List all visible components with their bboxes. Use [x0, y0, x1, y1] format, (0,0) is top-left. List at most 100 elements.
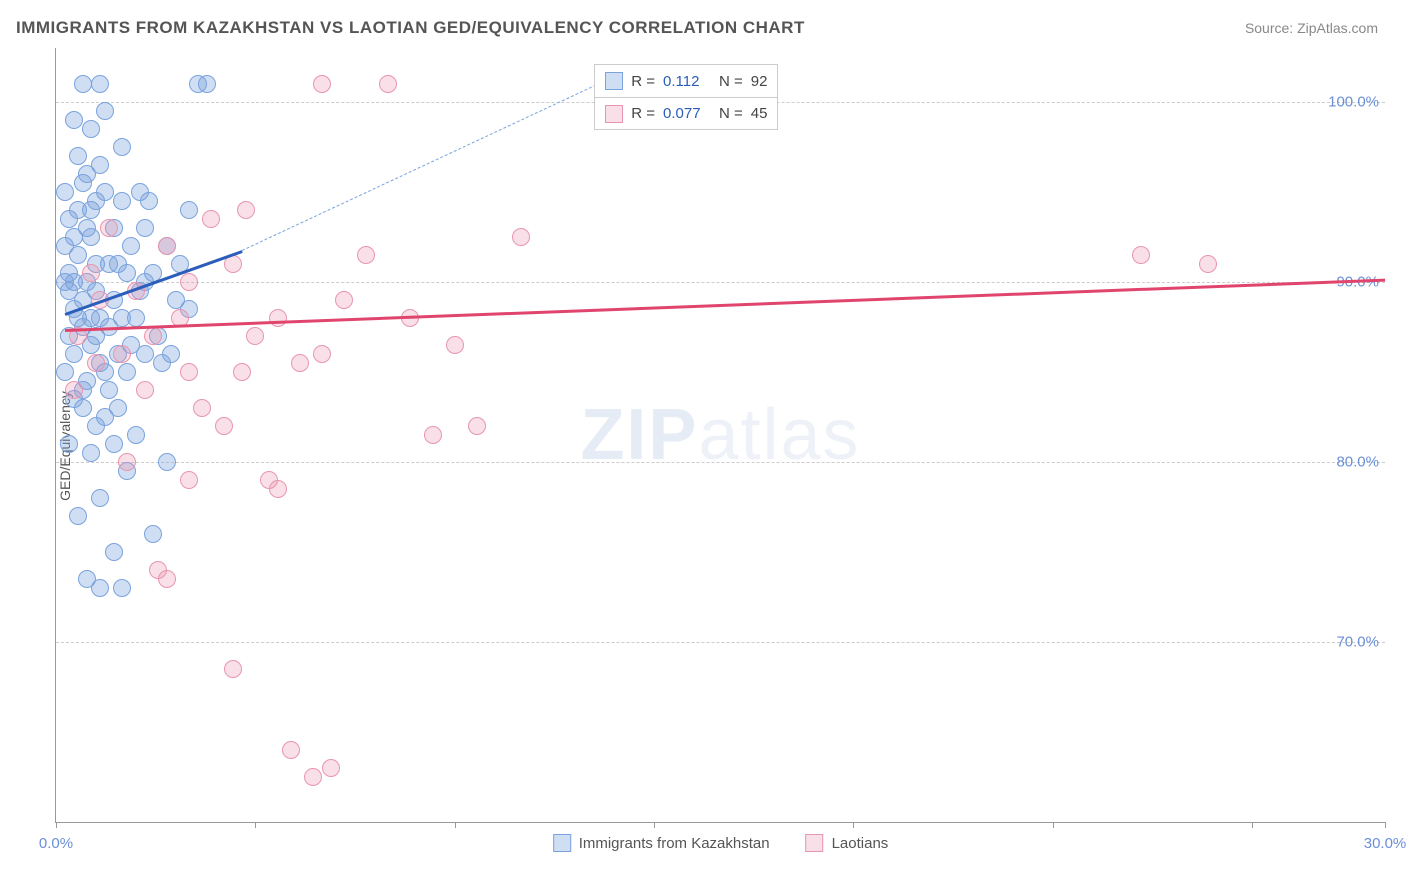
- grid-line: [56, 462, 1385, 463]
- data-point: [1199, 255, 1217, 273]
- data-point: [512, 228, 530, 246]
- data-point: [82, 201, 100, 219]
- data-point: [91, 156, 109, 174]
- source-attribution: Source: ZipAtlas.com: [1245, 20, 1378, 36]
- legend-item-laotians: Laotians: [806, 834, 889, 852]
- data-point: [69, 246, 87, 264]
- data-point: [158, 237, 176, 255]
- data-point: [118, 363, 136, 381]
- data-point: [87, 255, 105, 273]
- series-legend: Immigrants from Kazakhstan Laotians: [553, 834, 889, 852]
- data-point: [424, 426, 442, 444]
- y-tick-label: 70.0%: [1336, 634, 1379, 651]
- data-point: [468, 417, 486, 435]
- x-tick-label: 0.0%: [39, 835, 73, 852]
- data-point: [69, 201, 87, 219]
- data-point: [379, 75, 397, 93]
- data-point: [74, 174, 92, 192]
- data-point: [269, 309, 287, 327]
- data-point: [189, 75, 207, 93]
- data-point: [180, 201, 198, 219]
- data-point: [78, 165, 96, 183]
- data-point: [149, 327, 167, 345]
- data-point: [136, 381, 154, 399]
- data-point: [78, 219, 96, 237]
- data-point: [282, 741, 300, 759]
- data-point: [74, 75, 92, 93]
- data-point: [224, 660, 242, 678]
- data-point: [269, 480, 287, 498]
- correlation-legend-box: R =0.112N =92R =0.077N =45: [594, 64, 778, 130]
- legend-r-value: 0.077: [663, 105, 711, 122]
- legend-n-label: N =: [719, 105, 743, 122]
- data-point: [105, 435, 123, 453]
- data-point: [144, 327, 162, 345]
- data-point: [74, 381, 92, 399]
- data-point: [167, 291, 185, 309]
- data-point: [91, 75, 109, 93]
- data-point: [100, 255, 118, 273]
- data-point: [82, 228, 100, 246]
- data-point: [158, 237, 176, 255]
- data-point: [113, 345, 131, 363]
- grid-line: [56, 642, 1385, 643]
- data-point: [153, 354, 171, 372]
- data-point: [109, 255, 127, 273]
- data-point: [82, 336, 100, 354]
- data-point: [158, 570, 176, 588]
- data-point: [322, 759, 340, 777]
- legend-swatch-icon: [806, 834, 824, 852]
- legend-r-label: R =: [631, 105, 655, 122]
- data-point: [1132, 246, 1150, 264]
- data-point: [118, 264, 136, 282]
- data-point: [193, 399, 211, 417]
- x-tick: [1252, 822, 1253, 828]
- x-tick: [1053, 822, 1054, 828]
- data-point: [140, 192, 158, 210]
- data-point: [87, 192, 105, 210]
- data-point: [113, 309, 131, 327]
- data-point: [202, 210, 220, 228]
- data-point: [136, 345, 154, 363]
- data-point: [56, 363, 74, 381]
- data-point: [109, 399, 127, 417]
- data-point: [56, 183, 74, 201]
- data-point: [82, 444, 100, 462]
- data-point: [82, 264, 100, 282]
- data-point: [237, 201, 255, 219]
- data-point: [113, 192, 131, 210]
- data-point: [105, 219, 123, 237]
- data-point: [82, 309, 100, 327]
- data-point: [96, 363, 114, 381]
- data-point: [131, 183, 149, 201]
- data-point: [180, 300, 198, 318]
- legend-swatch-icon: [605, 105, 623, 123]
- x-tick: [853, 822, 854, 828]
- y-tick-label: 100.0%: [1328, 94, 1379, 111]
- data-point: [180, 363, 198, 381]
- legend-label: Immigrants from Kazakhstan: [579, 835, 770, 852]
- data-point: [144, 525, 162, 543]
- data-point: [60, 264, 78, 282]
- legend-label: Laotians: [832, 835, 889, 852]
- data-point: [313, 345, 331, 363]
- data-point: [446, 336, 464, 354]
- legend-correlation-row: R = 0.077 N = 45: [595, 97, 777, 129]
- data-point: [74, 399, 92, 417]
- legend-r-label: R =: [631, 73, 655, 90]
- x-tick: [654, 822, 655, 828]
- data-point: [69, 147, 87, 165]
- data-point: [65, 345, 83, 363]
- data-point: [260, 471, 278, 489]
- data-point: [291, 354, 309, 372]
- data-point: [109, 345, 127, 363]
- legend-n-label: N =: [719, 73, 743, 90]
- data-point: [335, 291, 353, 309]
- legend-n-value: 45: [751, 105, 768, 122]
- data-point: [87, 417, 105, 435]
- data-point: [78, 372, 96, 390]
- data-point: [82, 120, 100, 138]
- data-point: [149, 561, 167, 579]
- data-point: [96, 102, 114, 120]
- data-point: [78, 570, 96, 588]
